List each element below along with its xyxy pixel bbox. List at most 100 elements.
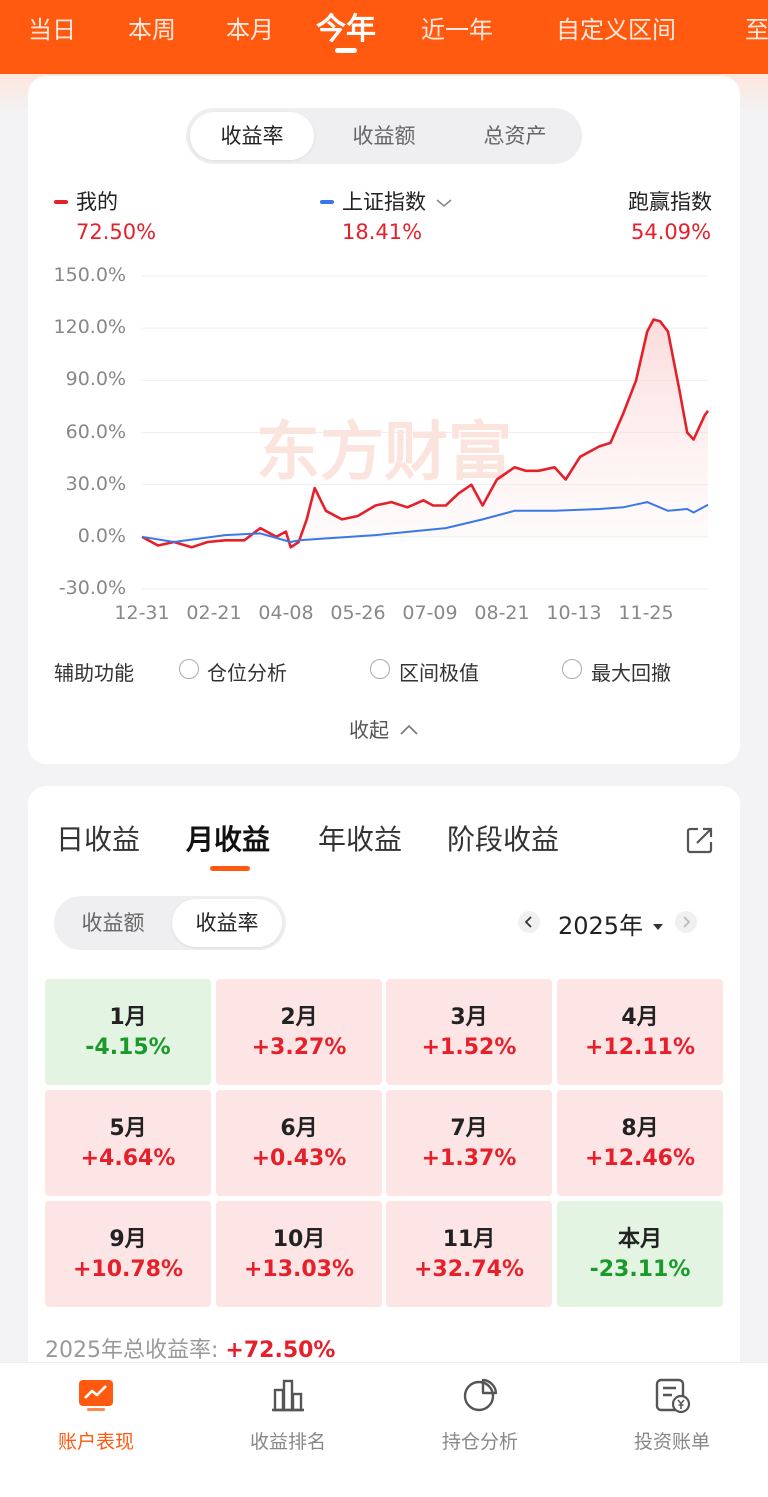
month-return: +13.03% [243,1257,355,1282]
toggle-rate[interactable]: 收益率 [172,899,282,947]
total-return-label: 2025年总收益率: [45,1338,219,1363]
position-analysis-radio[interactable] [179,659,199,679]
tab-this-week[interactable]: 本周 [128,16,176,44]
next-year-button[interactable] [675,911,697,933]
return-line-chart[interactable]: 东方财富 [0,0,768,640]
legend-beat-value: 54.09% [631,220,712,244]
legend-mine: 我的 [54,186,118,216]
watermark-logo: 东方财富 [256,416,512,490]
share-icon[interactable] [684,824,716,856]
month-return: -4.15% [85,1035,171,1060]
y-tick-label: 150.0% [53,264,126,286]
year-selector[interactable]: 2025年 [558,906,665,941]
y-tick-label: 90.0% [65,368,126,390]
month-return: +10.78% [72,1257,184,1282]
month-label: 7月 [450,1116,488,1141]
metric-tab-total-assets[interactable]: 总资产 [483,124,547,148]
legend-mine-swatch [54,199,68,204]
month-cell[interactable]: 6月 +0.43% [216,1090,382,1196]
chevron-right-icon [683,916,691,928]
month-return: -23.11% [589,1257,691,1282]
legend-beat-label: 跑赢指数 [628,190,712,214]
range-extremes-label[interactable]: 区间极值 [399,661,479,685]
month-return: +12.46% [584,1146,696,1171]
series-line-index [141,501,709,543]
collapse-button[interactable]: 收起 [349,714,419,743]
month-cell[interactable]: 10月 +13.03% [216,1201,382,1307]
series-line-mine [141,318,710,549]
nav-label: 投资账单 [633,1431,710,1453]
month-cell[interactable]: 11月 +32.74% [386,1201,552,1307]
returns-unit-toggle: 收益额 收益率 [54,896,286,950]
month-label: 11月 [442,1227,496,1252]
toggle-amount[interactable]: 收益额 [81,911,145,935]
month-cell[interactable]: 4月 +12.11% [557,979,723,1085]
month-cell[interactable]: 8月 +12.46% [557,1090,723,1196]
month-return: +4.64% [80,1146,176,1171]
position-analysis-label[interactable]: 仓位分析 [207,661,287,685]
month-label: 3月 [450,1005,488,1030]
bottom-navigation: 账户表现 收益排名 持仓分析 投资账单 [0,1362,768,1497]
tab-daily-return[interactable]: 日收益 [56,823,141,856]
month-label: 本月 [617,1227,662,1252]
month-cell[interactable]: 本月 -23.11% [557,1201,723,1307]
month-cell[interactable]: 1月 -4.15% [45,979,211,1085]
month-return: +1.52% [421,1035,517,1060]
tab-custom-range[interactable]: 自定义区间 [556,16,676,44]
month-label: 2月 [280,1005,318,1030]
legend-mine-value: 72.50% [76,220,157,244]
max-drawdown-radio[interactable] [562,659,582,679]
month-cell[interactable]: 7月 +1.37% [386,1090,552,1196]
prev-year-button[interactable] [518,911,540,933]
nav-holdings-analysis[interactable]: 持仓分析 [384,1363,576,1497]
tab-monthly-return[interactable]: 月收益 [186,823,271,856]
nav-account-performance[interactable]: 账户表现 [0,1363,192,1497]
total-return-value: +72.50% [225,1338,336,1363]
tab-yearly-return[interactable]: 年收益 [318,823,403,856]
aux-functions-label: 辅助功能 [54,661,134,685]
tab-last-year[interactable]: 近一年 [421,16,493,44]
year-value: 2025年 [558,912,644,940]
metric-tab-return-rate[interactable]: 收益率 [190,112,314,160]
month-cell[interactable]: 9月 +10.78% [45,1201,211,1307]
series-area-mine [142,319,708,548]
tab-today[interactable]: 当日 [28,16,76,44]
month-return: +12.11% [584,1035,696,1060]
month-label: 10月 [272,1227,326,1252]
x-tick-label: 07-09 [402,602,458,624]
month-cell[interactable]: 2月 +3.27% [216,979,382,1085]
month-label: 8月 [621,1116,659,1141]
y-tick-label: 60.0% [65,421,126,443]
y-tick-label: -30.0% [58,577,126,599]
caret-down-icon [652,924,663,930]
y-tick-label: 0.0% [77,525,126,547]
x-tick-label: 10-13 [546,602,602,624]
nav-label: 收益排名 [249,1431,326,1453]
tab-this-year[interactable]: 今年 [316,4,376,53]
tab-stage-return[interactable]: 阶段收益 [447,823,560,856]
nav-return-ranking[interactable]: 收益排名 [192,1363,384,1497]
x-tick-label: 05-26 [330,602,386,624]
legend-index-value: 18.41% [342,220,423,244]
x-tick-label: 02-21 [186,602,242,624]
month-label: 9月 [109,1227,147,1252]
range-extremes-radio[interactable] [370,659,390,679]
period-tabbar: 当日 本周 本月 今年 近一年 自定义区间 至 [0,0,768,74]
month-label: 6月 [280,1116,318,1141]
legend-index-label: 上证指数 [342,190,426,214]
max-drawdown-label[interactable]: 最大回撤 [591,661,671,685]
nav-investment-bill[interactable]: 投资账单 [576,1363,768,1497]
y-tick-label: 120.0% [53,316,126,338]
month-cell[interactable]: 5月 +4.64% [45,1090,211,1196]
month-cell[interactable]: 3月 +1.52% [386,979,552,1085]
metric-tab-return-amount[interactable]: 收益额 [352,124,416,148]
total-return-summary: 2025年总收益率: +72.50% [45,1332,335,1364]
x-tick-label: 11-25 [618,602,674,624]
trend-chart-icon [79,1380,113,1411]
legend-mine-label: 我的 [76,190,118,214]
month-return: +1.37% [421,1146,517,1171]
tab-this-month[interactable]: 本月 [226,16,274,44]
nav-label: 账户表现 [57,1431,134,1453]
tab-more[interactable]: 至 [745,16,768,44]
legend-index[interactable]: 上证指数 [320,186,453,216]
